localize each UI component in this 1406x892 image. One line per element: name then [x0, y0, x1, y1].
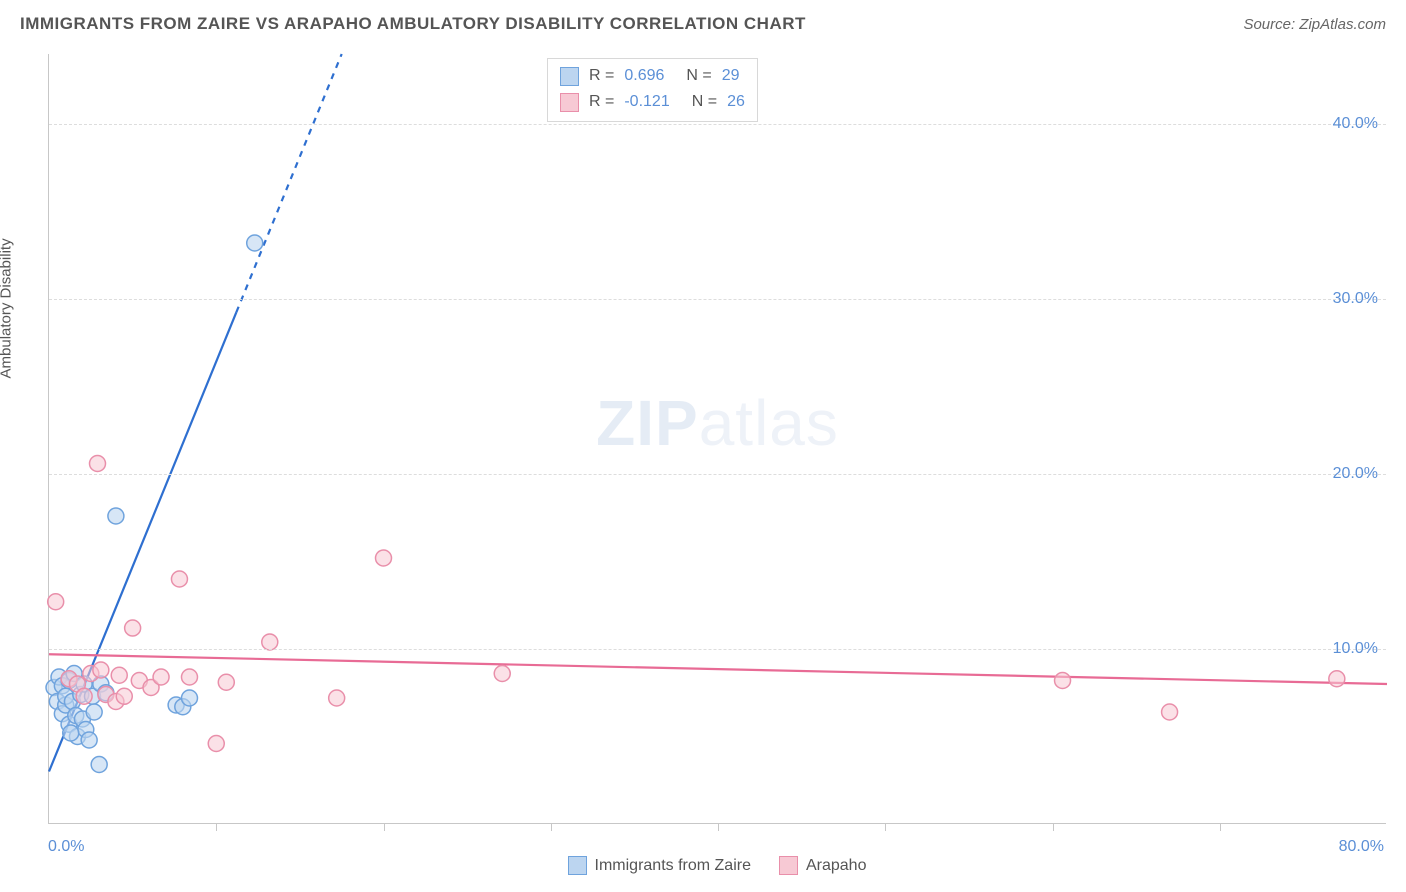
gridline: [49, 649, 1386, 650]
x-tick: [885, 823, 886, 831]
x-tick: [1053, 823, 1054, 831]
y-tick-label: 20.0%: [1333, 465, 1378, 483]
swatch-zaire-icon: [568, 856, 587, 875]
correlation-legend: R = 0.696 N = 29 R = -0.121 N = 26: [547, 58, 758, 122]
source-attribution: Source: ZipAtlas.com: [1243, 16, 1386, 33]
scatter-chart: [49, 54, 1386, 823]
legend-item-arapaho: Arapaho: [779, 856, 867, 875]
y-tick-label: 10.0%: [1333, 640, 1378, 658]
x-tick: [216, 823, 217, 831]
x-tick: [384, 823, 385, 831]
x-axis-max-label: 80.0%: [1339, 838, 1384, 856]
y-tick-label: 30.0%: [1333, 290, 1378, 308]
plot-area: ZIPatlas R = 0.696 N = 29 R = -0.121 N =…: [48, 54, 1386, 824]
x-tick: [1220, 823, 1221, 831]
gridline: [49, 124, 1386, 125]
legend-item-zaire: Immigrants from Zaire: [568, 856, 751, 875]
x-tick: [718, 823, 719, 831]
legend-row-zaire: R = 0.696 N = 29: [560, 63, 745, 89]
gridline: [49, 474, 1386, 475]
series-legend: Immigrants from Zaire Arapaho: [48, 856, 1386, 875]
y-tick-label: 40.0%: [1333, 115, 1378, 133]
gridline: [49, 299, 1386, 300]
legend-row-arapaho: R = -0.121 N = 26: [560, 89, 745, 115]
chart-title: IMMIGRANTS FROM ZAIRE VS ARAPAHO AMBULAT…: [20, 14, 806, 34]
swatch-arapaho-icon: [779, 856, 798, 875]
x-axis-min-label: 0.0%: [48, 838, 84, 856]
y-axis-label: Ambulatory Disability: [0, 238, 15, 378]
swatch-arapaho: [560, 93, 579, 112]
x-tick: [551, 823, 552, 831]
swatch-zaire: [560, 67, 579, 86]
